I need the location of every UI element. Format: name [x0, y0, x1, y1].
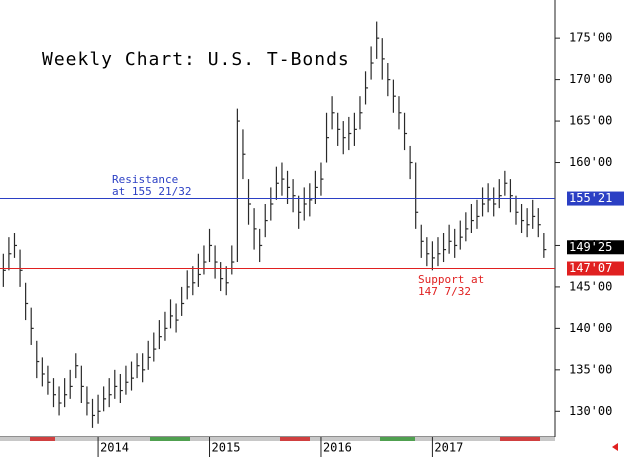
y-tick-label: 140'00: [569, 321, 612, 335]
level-label: 155'21: [569, 191, 612, 205]
y-tick-label: 145'00: [569, 279, 612, 293]
annotation: Support at: [418, 273, 484, 286]
annotation: 147 7/32: [418, 285, 471, 298]
level-label-box: [567, 191, 624, 206]
y-tick-label: 130'00: [569, 404, 612, 418]
scroll-arrow[interactable]: [612, 443, 618, 451]
time-strip: [280, 437, 310, 441]
level-label: 147'07: [569, 261, 612, 275]
time-strip: [380, 437, 415, 441]
annotation: Resistance: [112, 173, 178, 186]
y-tick-label: 160'00: [569, 155, 612, 169]
time-strip: [150, 437, 190, 441]
y-tick-label: 165'00: [569, 114, 612, 128]
time-strip: [500, 437, 540, 441]
y-tick-label: 135'00: [569, 362, 612, 376]
last-price-label: 149'25: [569, 240, 612, 254]
y-tick-label: 175'00: [569, 31, 612, 45]
level-label-box: [567, 261, 624, 276]
x-tick-label: 2017: [434, 441, 463, 455]
time-strip: [30, 437, 55, 441]
annotation: at 155 21/32: [112, 185, 191, 198]
x-tick-label: 2015: [212, 441, 241, 455]
last-price-box: [567, 240, 624, 255]
y-tick-label: 170'00: [569, 72, 612, 86]
x-tick-label: 2016: [323, 441, 352, 455]
chart-title: Weekly Chart: U.S. T-Bonds: [42, 49, 350, 70]
time-strip: [0, 437, 555, 441]
x-tick-label: 2014: [100, 441, 129, 455]
